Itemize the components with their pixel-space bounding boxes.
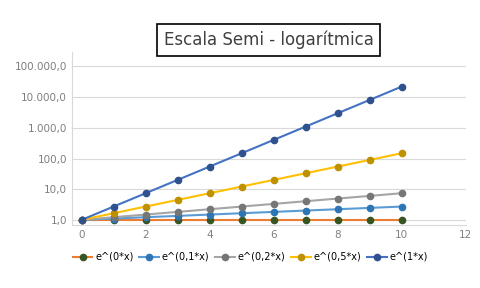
- e^(0,5*x): [207, 192, 213, 195]
- e^(0,1*x): [271, 210, 276, 214]
- Title: Escala Semi - logarítmica: Escala Semi - logarítmica: [164, 31, 374, 49]
- e^(0,5*x): [111, 211, 117, 215]
- e^(0,1*x): [111, 217, 117, 220]
- e^(0,5*x): [239, 185, 244, 188]
- Legend: e^(0*x), e^(0,1*x), e^(0,2*x), e^(0,5*x), e^(1*x): e^(0*x), e^(0,1*x), e^(0,2*x), e^(0,5*x)…: [73, 252, 428, 262]
- e^(0,2*x): [367, 194, 372, 198]
- e^(1*x): [111, 205, 117, 208]
- e^(1*x): [367, 98, 372, 102]
- e^(0,1*x): [207, 213, 213, 216]
- e^(0,5*x): [271, 178, 276, 182]
- e^(0,2*x): [303, 200, 309, 203]
- e^(0*x): [143, 218, 148, 221]
- e^(0*x): [399, 218, 405, 221]
- e^(0,1*x): [335, 207, 340, 211]
- e^(0,5*x): [79, 218, 84, 221]
- e^(1*x): [335, 111, 340, 115]
- e^(1*x): [271, 138, 276, 142]
- e^(1*x): [239, 151, 244, 155]
- Line: e^(0*x): e^(0*x): [78, 217, 405, 223]
- e^(1*x): [175, 178, 180, 182]
- e^(0*x): [303, 218, 309, 221]
- e^(0,1*x): [399, 205, 405, 208]
- e^(0,1*x): [79, 218, 84, 221]
- e^(0,2*x): [399, 192, 405, 195]
- e^(0,2*x): [239, 205, 244, 208]
- Line: e^(0,5*x): e^(0,5*x): [78, 150, 405, 223]
- e^(0,1*x): [303, 209, 309, 212]
- e^(1*x): [79, 218, 84, 221]
- e^(0,1*x): [143, 215, 148, 219]
- e^(0*x): [239, 218, 244, 221]
- e^(0*x): [335, 218, 340, 221]
- e^(1*x): [399, 85, 405, 88]
- e^(0,2*x): [335, 197, 340, 200]
- e^(1*x): [303, 125, 309, 128]
- e^(0*x): [79, 218, 84, 221]
- e^(0,2*x): [111, 215, 117, 219]
- Line: e^(0,2*x): e^(0,2*x): [78, 190, 405, 223]
- e^(0,5*x): [399, 151, 405, 155]
- e^(0,5*x): [335, 165, 340, 168]
- e^(0*x): [175, 218, 180, 221]
- e^(0,5*x): [367, 158, 372, 162]
- e^(0,2*x): [271, 202, 276, 206]
- e^(0*x): [367, 218, 372, 221]
- e^(0,5*x): [143, 205, 148, 208]
- e^(0,2*x): [79, 218, 84, 221]
- e^(0,2*x): [207, 207, 213, 211]
- e^(0*x): [207, 218, 213, 221]
- e^(1*x): [207, 165, 213, 168]
- Line: e^(0,1*x): e^(0,1*x): [78, 203, 405, 223]
- e^(0,5*x): [175, 198, 180, 202]
- e^(1*x): [143, 192, 148, 195]
- e^(0*x): [271, 218, 276, 221]
- Line: e^(1*x): e^(1*x): [78, 84, 405, 223]
- e^(0*x): [111, 218, 117, 221]
- e^(0,2*x): [143, 213, 148, 216]
- e^(0,5*x): [303, 172, 309, 175]
- e^(0,1*x): [367, 206, 372, 210]
- e^(0,1*x): [239, 211, 244, 215]
- e^(0,1*x): [175, 214, 180, 218]
- e^(0,2*x): [175, 210, 180, 214]
